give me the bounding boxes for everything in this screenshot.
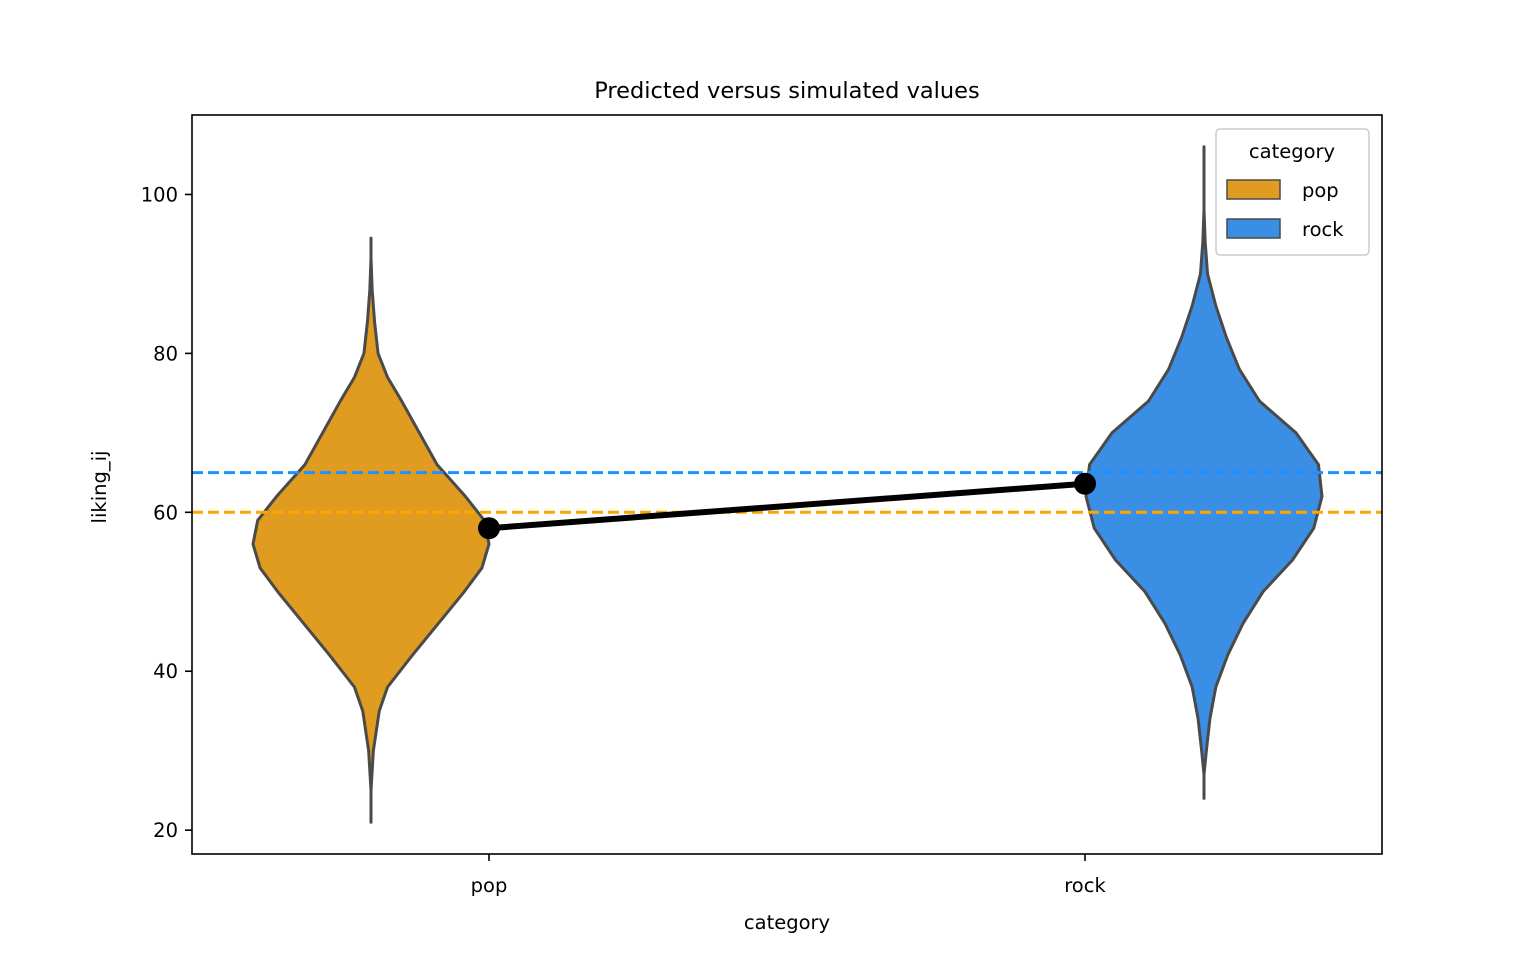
legend-entries: pop rock	[1226, 179, 1344, 241]
legend-swatch-pop	[1226, 179, 1281, 200]
x-axis-label: category	[744, 911, 830, 934]
legend: category pop rock	[1215, 128, 1370, 256]
axes-frame	[191, 114, 1383, 855]
y-axis-label: liking_ij	[88, 451, 111, 524]
legend-label-rock: rock	[1302, 218, 1344, 241]
violins-layer	[251, 145, 1324, 824]
legend-label-pop: pop	[1302, 179, 1339, 202]
point-rock	[1074, 472, 1096, 495]
point-pop	[478, 517, 500, 540]
chart-title: Predicted versus simulated values	[594, 78, 980, 104]
violin-pop	[251, 236, 491, 824]
y-ticks-layer: 20 40 60 80 100	[141, 183, 192, 842]
point-connector-line	[488, 480, 1086, 532]
y-tick-label: 20	[153, 819, 178, 842]
y-tick-label: 80	[153, 342, 178, 365]
y-tick-label: 100	[141, 183, 178, 206]
reference-lines-layer	[192, 471, 1382, 514]
x-tick-label: pop	[471, 874, 508, 897]
point-line-layer	[478, 472, 1096, 540]
y-tick-label: 60	[153, 501, 178, 524]
legend-swatch-rock	[1226, 218, 1281, 239]
x-ticks-layer: pop rock	[471, 854, 1106, 897]
y-tick-label: 40	[153, 660, 178, 683]
legend-title: category	[1249, 140, 1335, 163]
x-tick-label: rock	[1064, 874, 1106, 897]
